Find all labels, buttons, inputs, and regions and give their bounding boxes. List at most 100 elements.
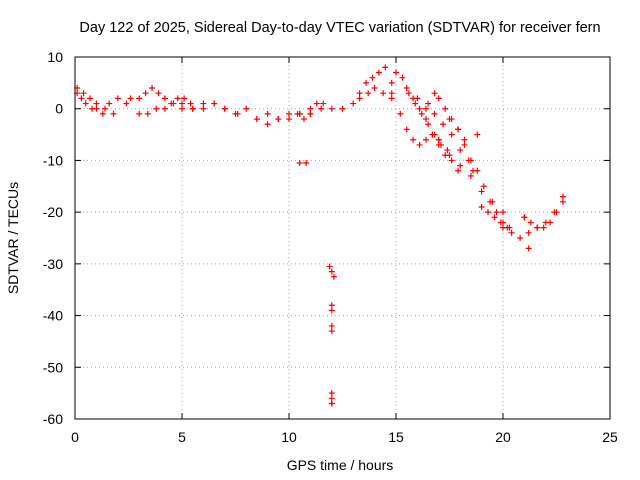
data-point (446, 152, 453, 159)
data-point (275, 116, 282, 123)
data-point (307, 110, 314, 117)
data-point (82, 100, 89, 107)
data-point (425, 121, 432, 128)
series-track-v (500, 193, 566, 241)
data-point (422, 136, 429, 143)
data-point (444, 147, 451, 154)
data-point (478, 188, 485, 195)
data-point (399, 74, 406, 81)
data-point (136, 95, 143, 102)
data-point (264, 121, 271, 128)
data-point (93, 105, 100, 112)
data-point (467, 172, 474, 179)
data-point (440, 121, 447, 128)
x-tick-label: 5 (178, 429, 186, 445)
data-point (294, 110, 301, 117)
data-point (303, 160, 310, 167)
data-point (339, 105, 346, 112)
data-point (170, 100, 177, 107)
data-point (307, 105, 314, 112)
data-point (313, 100, 320, 107)
data-point (181, 95, 188, 102)
data-point (110, 110, 117, 117)
y-tick-label: -60 (43, 411, 63, 427)
data-point (200, 100, 207, 107)
data-point (328, 328, 335, 335)
series-track-x (521, 214, 532, 252)
series-track-l (356, 85, 395, 102)
data-point (448, 157, 455, 164)
data-point (380, 90, 387, 97)
series-track-n (393, 69, 451, 154)
data-point (521, 214, 528, 221)
data-point (491, 214, 498, 221)
y-tick-label: -50 (43, 359, 63, 375)
data-point (356, 95, 363, 102)
data-point (149, 85, 156, 92)
data-point (320, 100, 327, 107)
data-point (328, 268, 335, 275)
data-point (485, 209, 492, 216)
series-track-s (435, 136, 506, 216)
data-point (547, 219, 554, 226)
data-point (403, 85, 410, 92)
data-point (388, 95, 395, 102)
data-point (86, 95, 93, 102)
data-point (425, 100, 432, 107)
data-point (161, 105, 168, 112)
data-point (123, 100, 130, 107)
series-track-t (478, 203, 511, 231)
data-point (480, 183, 487, 190)
x-tick-label: 15 (388, 429, 404, 445)
data-point (457, 162, 464, 169)
x-tick-label: 20 (495, 429, 511, 445)
data-point (264, 110, 271, 117)
data-point (431, 110, 438, 117)
data-point (144, 110, 151, 117)
data-point (286, 110, 292, 117)
data-point (435, 95, 442, 102)
data-point (489, 198, 496, 205)
data-point (365, 90, 372, 97)
x-axis-label: GPS time / hours (287, 457, 394, 473)
data-point (388, 90, 395, 97)
data-point (418, 110, 425, 117)
series-track-b (74, 85, 117, 117)
data-point (187, 100, 194, 107)
data-point (200, 105, 207, 112)
data-point (446, 116, 453, 123)
data-point (106, 100, 113, 107)
series-track-w (521, 198, 566, 231)
data-point (534, 224, 541, 231)
data-point (179, 100, 185, 107)
data-point (328, 400, 335, 407)
data-point (161, 95, 168, 102)
data-point (243, 105, 250, 112)
data-point (416, 105, 423, 112)
data-point (211, 100, 218, 107)
series-track-h (294, 100, 327, 123)
data-point (559, 198, 566, 205)
data-point (442, 105, 449, 112)
data-point (448, 131, 455, 138)
data-point (422, 105, 429, 112)
data-point (517, 235, 524, 241)
series-track-a (74, 90, 134, 117)
data-point (500, 209, 506, 216)
data-point (328, 390, 335, 397)
data-point (527, 219, 534, 226)
data-point (410, 136, 417, 143)
data-point (356, 90, 363, 97)
data-point (455, 167, 462, 174)
data-point (189, 105, 196, 112)
x-tick-label: 0 (71, 429, 79, 445)
data-point (467, 157, 474, 164)
series-track-u (474, 131, 481, 138)
data-point (414, 95, 421, 102)
data-point (326, 263, 333, 270)
data-point (330, 273, 337, 280)
data-point (457, 147, 464, 154)
series-track-k (328, 64, 395, 112)
series-track-c (136, 85, 194, 107)
